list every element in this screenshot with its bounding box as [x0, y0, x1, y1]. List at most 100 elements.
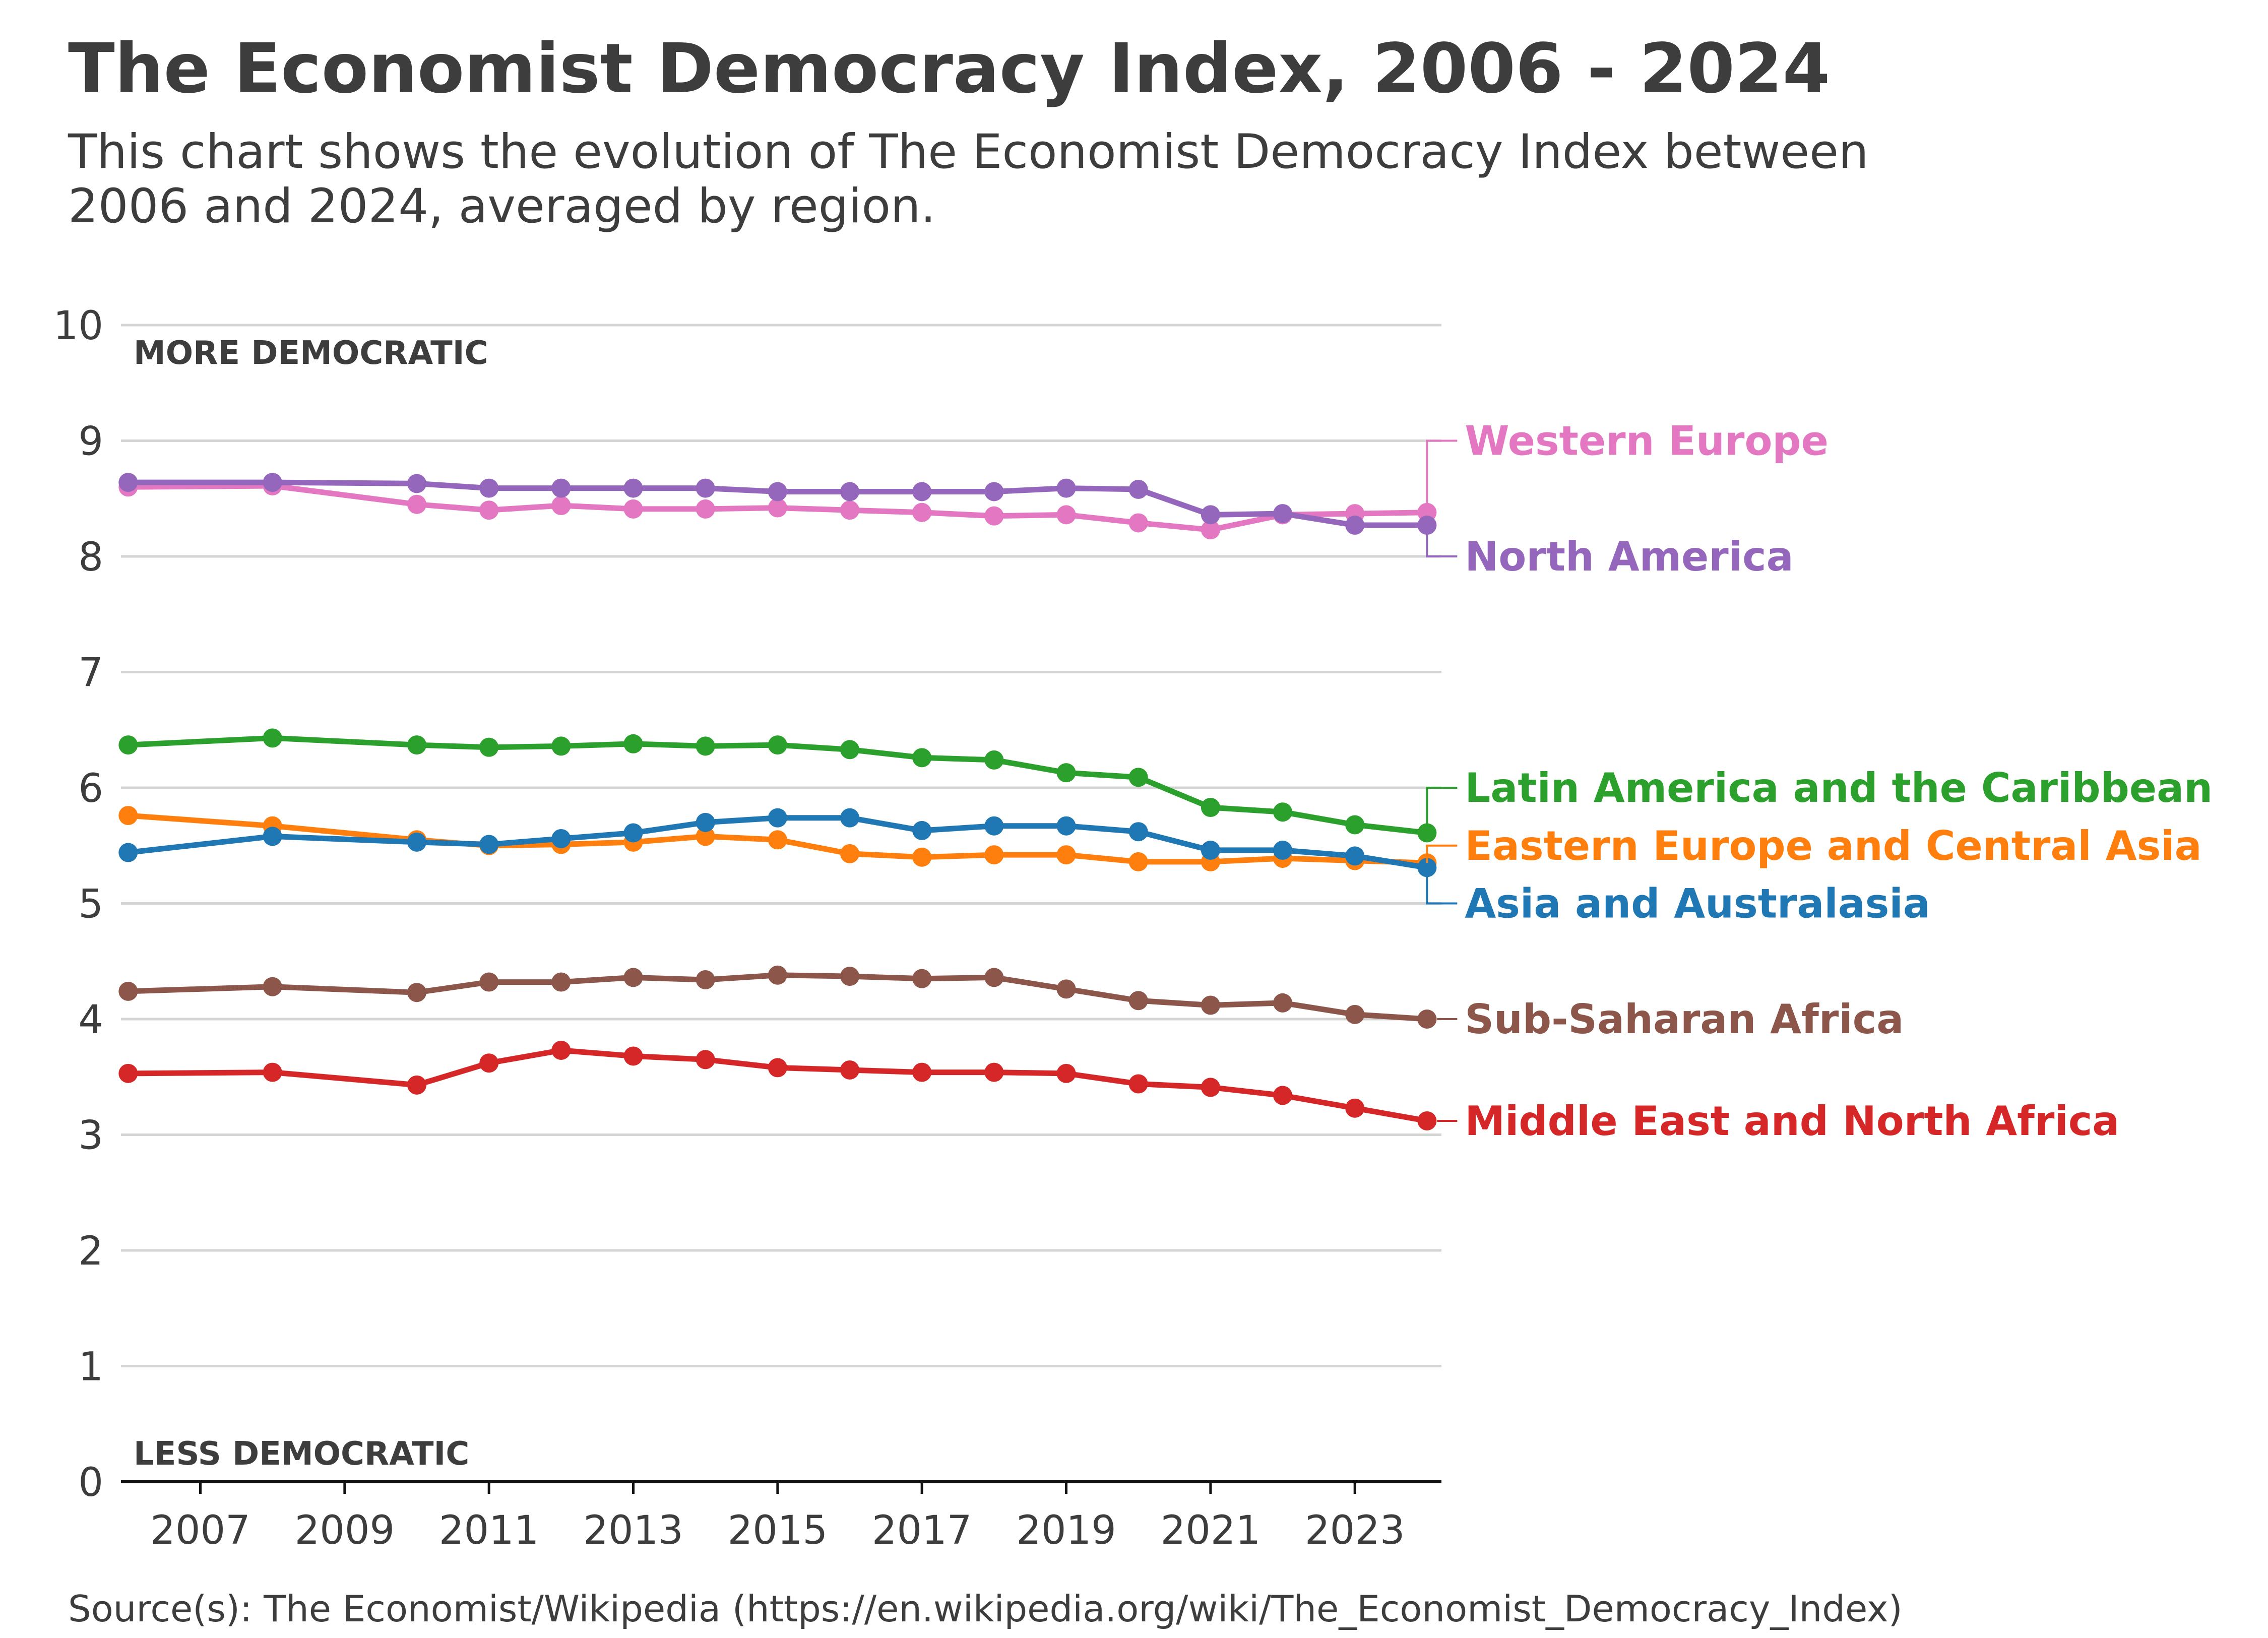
x-tick-label: 2019 [1016, 1508, 1116, 1553]
data-point [623, 499, 643, 519]
data-point [1417, 1111, 1437, 1130]
series-label: Western Europe [1465, 418, 1829, 465]
data-point [840, 844, 860, 863]
series-label: Latin America and the Caribbean [1465, 765, 2213, 811]
data-point [263, 977, 282, 996]
data-point [840, 482, 860, 501]
data-point [1201, 995, 1220, 1015]
data-point [912, 502, 932, 522]
data-point [263, 473, 282, 492]
series-label: Eastern Europe and Central Asia [1465, 823, 2201, 869]
data-point [407, 494, 426, 514]
label-connector [1426, 867, 1458, 905]
series-label: Middle East and North Africa [1465, 1098, 2119, 1145]
y-tick-label: 10 [53, 303, 103, 349]
data-point [696, 970, 715, 989]
data-point [1273, 802, 1293, 822]
data-point [912, 969, 932, 988]
data-point [623, 968, 643, 987]
data-point [768, 808, 787, 828]
series-label: Asia and Australasia [1465, 880, 1930, 927]
data-point [840, 740, 860, 760]
data-point [479, 1053, 499, 1073]
data-point [1345, 516, 1365, 535]
data-point [551, 829, 571, 848]
y-tick-label: 3 [78, 1113, 103, 1159]
data-point [912, 847, 932, 867]
data-point [1201, 798, 1220, 817]
data-point [1056, 1063, 1076, 1083]
data-point [1056, 816, 1076, 836]
data-point [696, 478, 715, 498]
data-point [912, 748, 932, 768]
data-point [768, 735, 787, 755]
data-point [696, 812, 715, 832]
series-middle-east-and-north-africa [118, 1040, 1437, 1130]
data-point [623, 1046, 643, 1066]
more-democratic-annotation: MORE DEMOCRATIC [134, 335, 488, 372]
data-point [551, 972, 571, 992]
x-tick-label: 2021 [1161, 1508, 1261, 1553]
x-tick-label: 2011 [439, 1508, 539, 1553]
data-point [1056, 505, 1076, 525]
label-connector [1426, 787, 1458, 833]
data-point [1273, 993, 1293, 1013]
y-tick-label: 0 [78, 1460, 103, 1505]
data-point [1273, 1086, 1293, 1105]
data-point [1273, 840, 1293, 860]
y-tick-label: 8 [78, 535, 103, 580]
data-point [912, 482, 932, 501]
data-point [623, 823, 643, 843]
data-point [118, 735, 138, 755]
data-point [1345, 846, 1365, 866]
series-label: Sub-Saharan Africa [1465, 996, 1904, 1043]
data-point [768, 965, 787, 985]
data-point [1056, 763, 1076, 783]
data-point [118, 1063, 138, 1083]
data-point [407, 735, 426, 755]
data-point [912, 821, 932, 840]
data-point [984, 750, 1004, 770]
data-point [1201, 840, 1220, 860]
data-point [479, 478, 499, 498]
x-tick-label: 2015 [728, 1508, 828, 1553]
data-point [118, 473, 138, 492]
series-north-america [118, 473, 1437, 535]
data-point [407, 832, 426, 852]
data-point [984, 845, 1004, 865]
x-tick-label: 2007 [150, 1508, 250, 1553]
data-point [623, 478, 643, 498]
data-point [1128, 991, 1148, 1011]
data-point [1128, 513, 1148, 533]
data-point [407, 983, 426, 1002]
data-point [696, 827, 715, 846]
y-axis-ticks: 0 1 2 3 4 5 6 7 8 9 10 [53, 303, 103, 1505]
data-point [1128, 852, 1148, 871]
y-tick-label: 6 [78, 766, 103, 811]
data-point [479, 972, 499, 992]
data-point [551, 736, 571, 756]
data-point [263, 728, 282, 748]
label-connector [1426, 525, 1458, 557]
data-point [1128, 768, 1148, 787]
data-point [768, 1058, 787, 1078]
data-point [1201, 505, 1220, 525]
data-point [984, 816, 1004, 836]
data-point [1345, 1098, 1365, 1118]
data-point [551, 478, 571, 498]
data-point [696, 499, 715, 519]
data-point [263, 1062, 282, 1082]
data-point [984, 506, 1004, 526]
data-point [840, 1060, 860, 1080]
data-point [1201, 1078, 1220, 1097]
data-point [1345, 815, 1365, 835]
data-point [840, 967, 860, 986]
data-point [407, 1075, 426, 1095]
label-connector [1426, 844, 1458, 863]
y-tick-label: 4 [78, 997, 103, 1043]
data-point [840, 500, 860, 520]
y-tick-label: 2 [78, 1229, 103, 1274]
data-point [118, 981, 138, 1001]
data-point [1201, 520, 1220, 540]
